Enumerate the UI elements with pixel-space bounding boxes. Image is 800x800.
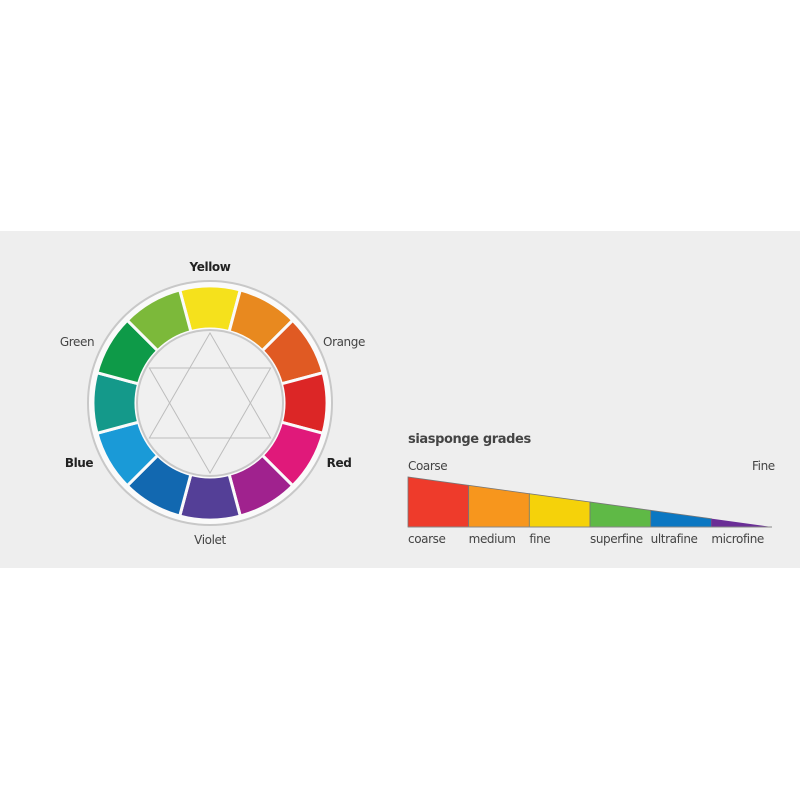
grade-label: ultrafine (650, 532, 698, 546)
label-yellow: Yellow (189, 260, 231, 274)
grade-label: coarse (408, 532, 446, 546)
grade-segment (528, 493, 591, 528)
label-violet: Violet (194, 533, 226, 547)
label-red: Red (326, 456, 352, 470)
grade-label: microfine (711, 532, 764, 546)
grade-label: fine (529, 532, 551, 546)
label-green: Green (59, 335, 95, 349)
star-triangle (148, 331, 272, 439)
grade-label: superfine (590, 532, 643, 546)
label-orange: Orange (323, 335, 365, 349)
fine-end-label: Fine (752, 459, 775, 473)
grade-segment (589, 501, 652, 528)
grade-segment (468, 484, 530, 528)
star-triangle (148, 367, 272, 475)
label-blue: Blue (64, 456, 94, 470)
grade-label: medium (468, 532, 516, 546)
grade-segment (711, 518, 772, 527)
grade-segment (650, 509, 712, 528)
grade-segment (407, 476, 470, 528)
coarse-end-label: Coarse (408, 459, 448, 473)
grades-title: siasponge grades (408, 432, 531, 447)
wheel-center (136, 329, 284, 477)
